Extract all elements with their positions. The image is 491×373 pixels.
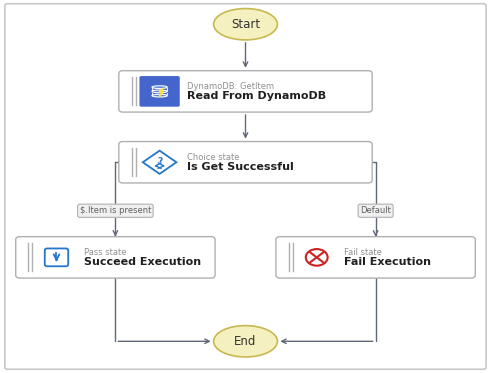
- Text: Fail Execution: Fail Execution: [344, 257, 431, 267]
- FancyBboxPatch shape: [16, 236, 215, 278]
- Text: Is Get Successful: Is Get Successful: [187, 162, 294, 172]
- Text: DynamoDB: GetItem: DynamoDB: GetItem: [187, 82, 274, 91]
- Text: ?: ?: [157, 157, 162, 166]
- Text: Fail state: Fail state: [344, 248, 382, 257]
- Ellipse shape: [152, 86, 167, 88]
- Text: Start: Start: [231, 18, 260, 31]
- Text: Read From DynamoDB: Read From DynamoDB: [187, 91, 326, 101]
- Ellipse shape: [152, 94, 167, 97]
- Text: Succeed Execution: Succeed Execution: [83, 257, 201, 267]
- Text: Choice state: Choice state: [187, 153, 239, 162]
- FancyBboxPatch shape: [276, 236, 475, 278]
- Text: $.Item is present: $.Item is present: [80, 206, 151, 215]
- Text: Pass state: Pass state: [83, 248, 126, 257]
- Ellipse shape: [214, 326, 277, 357]
- FancyBboxPatch shape: [139, 76, 180, 107]
- Text: End: End: [234, 335, 257, 348]
- FancyBboxPatch shape: [119, 70, 372, 112]
- Ellipse shape: [152, 90, 167, 93]
- Ellipse shape: [214, 9, 277, 40]
- FancyBboxPatch shape: [5, 4, 486, 369]
- FancyBboxPatch shape: [119, 142, 372, 183]
- Text: Default: Default: [360, 206, 391, 215]
